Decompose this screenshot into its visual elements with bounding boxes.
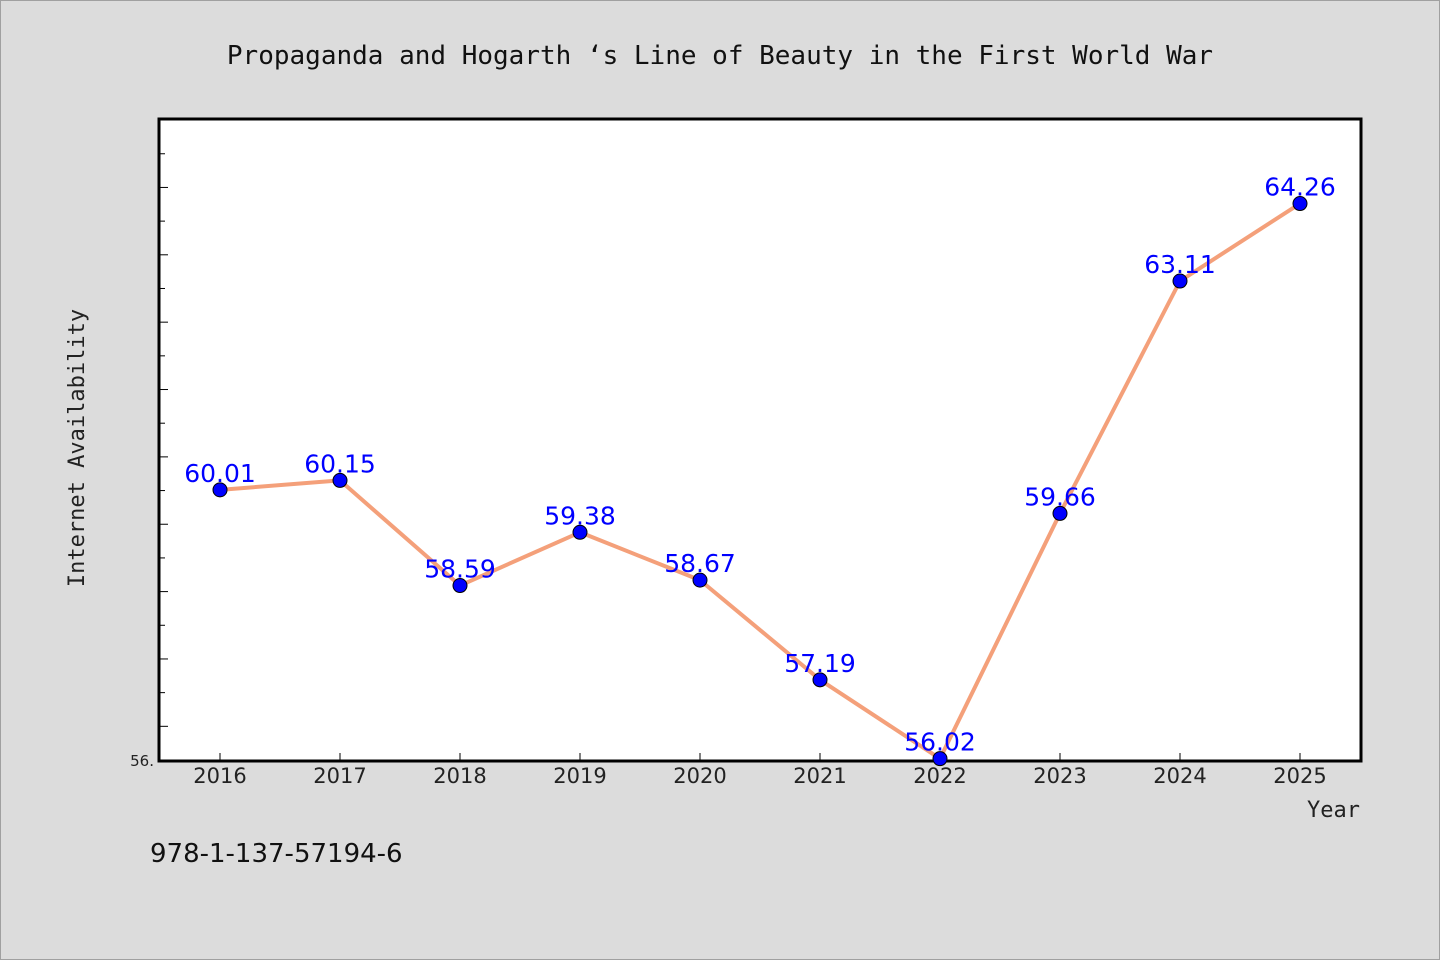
x-axis-label: Year [1307,798,1360,823]
y-axis-label: Internet Availability [65,309,90,587]
plot-area [157,117,1363,763]
data-label-2025: 64.26 [1264,173,1336,202]
data-point-2016 [212,482,228,498]
x-tick-label-2021: 2021 [793,764,846,788]
data-point-2022 [932,751,948,767]
data-label-2021: 57.19 [784,649,856,678]
data-point-2024 [1172,273,1188,289]
series-line [219,201,1302,761]
data-label-2016: 60.01 [184,459,256,488]
data-label-2018: 58.59 [424,555,496,584]
data-point-2021 [812,672,828,688]
chart-title: Propaganda and Hogarth ‘s Line of Beauty… [227,41,1213,71]
x-axis-ticks [219,753,1301,760]
data-point-2019 [572,524,588,540]
x-tick-label-2020: 2020 [673,764,726,788]
data-label-2020: 58.67 [664,549,736,578]
x-tick-label-2017: 2017 [313,764,366,788]
data-label-2019: 59.38 [544,501,616,530]
data-label-2024: 63.11 [1144,250,1216,279]
y-axis-min-label: 56. [130,752,154,770]
series-markers [212,196,1308,767]
data-point-2018 [452,578,468,594]
x-axis-tick-labels: 2016 2017 2018 2019 2020 2021 2022 2023 2024 2025 [193,764,1326,788]
data-label-2023: 59.66 [1024,482,1096,511]
data-point-2017 [332,472,348,488]
data-point-2020 [692,572,708,588]
isbn-text: 978-1-137-57194-6 [150,839,403,869]
data-label-2022: 56.02 [904,728,976,757]
x-tick-label-2018: 2018 [433,764,486,788]
y-axis-ticks [160,153,168,761]
data-point-2025 [1292,196,1308,212]
x-tick-label-2023: 2023 [1033,764,1086,788]
data-point-2023 [1052,505,1068,521]
x-tick-label-2019: 2019 [553,764,606,788]
x-tick-label-2025: 2025 [1273,764,1326,788]
data-label-2017: 60.15 [304,449,376,478]
x-tick-label-2022: 2022 [913,764,966,788]
data-labels: 60.01 60.15 58.59 59.38 58.67 57.19 56.02 59.66… [184,173,1336,757]
x-tick-label-2024: 2024 [1153,764,1206,788]
x-tick-label-2016: 2016 [193,764,246,788]
